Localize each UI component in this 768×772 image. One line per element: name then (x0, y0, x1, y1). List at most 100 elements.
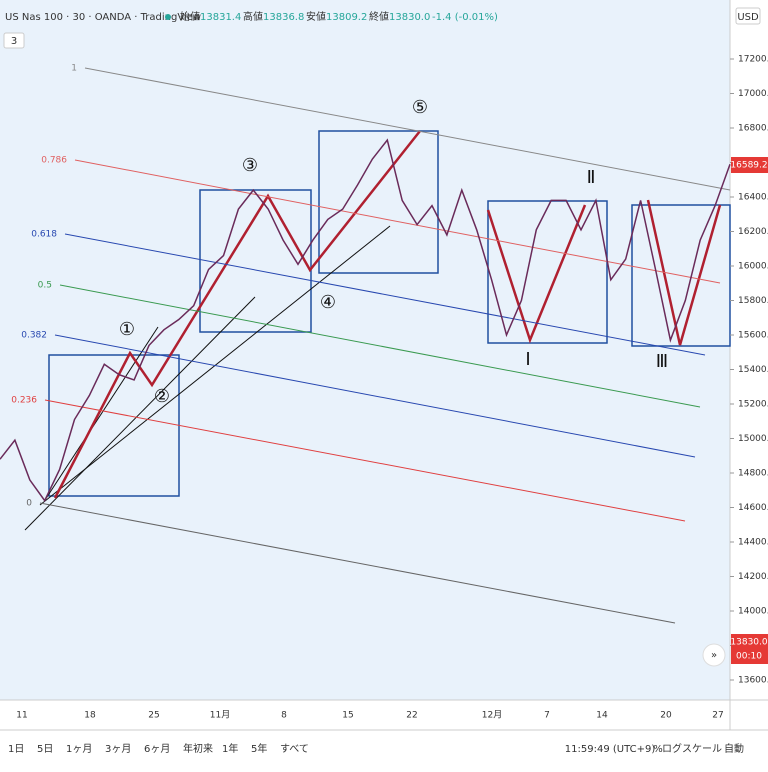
countdown-bg (731, 648, 768, 664)
fib-line (54, 334, 696, 458)
fib-line (44, 399, 686, 522)
x-tick-label: 27 (712, 711, 723, 721)
range-button[interactable]: 年初来 (183, 742, 213, 755)
percent-toggle[interactable]: % (653, 744, 663, 755)
y-tick-label: 16400.0 (738, 193, 768, 203)
fib-label: 0.382 (21, 331, 47, 341)
x-tick-label: 15 (342, 711, 353, 721)
fib-lines: 1 0.786 0.618 0.5 0.382 0.236 0 (11, 64, 731, 624)
fib-label: 1 (71, 64, 77, 74)
price-axis: 17200.017000.016800.016600.016400.016200… (730, 55, 768, 686)
x-tick-label: 18 (84, 711, 96, 721)
ohlc-label: 始値 (180, 10, 200, 23)
y-tick-label: 16000.0 (738, 262, 768, 272)
y-tick-label: 17200.0 (738, 55, 768, 65)
range-button[interactable]: すべて (280, 743, 309, 755)
range-button[interactable]: 5年 (251, 742, 267, 755)
range-button[interactable]: 3ヶ月 (105, 743, 131, 755)
ohlc-change: -1.4 (-0.01%) (432, 12, 498, 23)
x-tick-label: 14 (596, 711, 608, 721)
y-tick-label: 15200.0 (738, 400, 768, 410)
countdown: 00:10 (736, 652, 762, 662)
trend-line (24, 296, 256, 531)
fib-line (39, 502, 676, 624)
ohlc-label: 高値 (243, 10, 263, 23)
scroll-icon: » (711, 650, 717, 661)
x-tick-label: 12月 (482, 710, 502, 721)
range-button[interactable]: 1ヶ月 (66, 743, 92, 755)
trend-line (44, 326, 159, 501)
footer: 1日 5日 1ヶ月 3ヶ月 6ヶ月 年初来 1年 5年 すべて (8, 742, 309, 755)
fib-label: 0.786 (41, 156, 67, 166)
wave-label: ② (154, 386, 170, 407)
range-button[interactable]: 6ヶ月 (144, 743, 170, 755)
last-price: 16589.2 (730, 161, 767, 171)
ohlc-label: 終値 (369, 10, 389, 23)
wave-label: ① (119, 319, 135, 340)
y-tick-label: 15600.0 (738, 331, 768, 341)
x-tick-label: 11月 (210, 710, 230, 721)
ohlc-value: 13831.4 (200, 12, 241, 23)
y-tick-label: 16800.0 (738, 124, 768, 134)
x-tick-label: 25 (148, 711, 159, 721)
fib-line (59, 284, 701, 408)
wave-label: Ⅲ (656, 351, 668, 372)
y-tick-label: 14200.0 (738, 572, 768, 582)
status-dot (165, 14, 171, 20)
range-button[interactable]: 5日 (37, 744, 53, 755)
box (199, 189, 312, 333)
scroll-button[interactable] (702, 643, 726, 667)
fib-line (84, 67, 731, 191)
wave-arrows (53, 130, 722, 499)
y-tick-label: 13600.0 (738, 676, 768, 686)
indicator-count: 3 (11, 36, 17, 47)
ohlc-label: 安値 (306, 10, 326, 23)
y-tick-label: 15000.0 (738, 434, 768, 444)
range-button[interactable]: 1日 (8, 744, 24, 755)
indicator-toggle[interactable] (3, 32, 25, 49)
x-tick-label: 7 (544, 711, 550, 721)
wave-label: Ⅱ (587, 167, 596, 188)
range-button[interactable]: 1年 (222, 742, 238, 755)
log-toggle[interactable]: ログスケール (662, 742, 722, 755)
fib-label: 0.236 (11, 396, 37, 406)
x-tick-label: 20 (660, 711, 672, 721)
fib-label: 0.618 (31, 230, 57, 240)
arrow (53, 130, 421, 499)
box (631, 204, 731, 347)
x-tick-label: 11 (16, 711, 27, 721)
current-price-bg (731, 634, 768, 650)
ohlc-value: 13836.8 (263, 12, 304, 23)
y-tick-label: 15800.0 (738, 296, 768, 306)
wave-label: ④ (320, 292, 336, 313)
y-tick-label: 14000.0 (738, 607, 768, 617)
x-tick-label: 22 (406, 711, 417, 721)
wave-label: Ⅰ (525, 349, 530, 370)
x-tick-label: 8 (281, 711, 287, 721)
symbol: US Nas 100 · 30 · OANDA · TradingView (5, 12, 201, 23)
wave-label: ③ (242, 155, 258, 176)
auto-toggle[interactable]: 自動 (724, 742, 744, 755)
fib-label: 0.5 (38, 281, 52, 291)
y-tick-label: 16200.0 (738, 227, 768, 237)
fib-line (74, 159, 721, 284)
arrow (486, 204, 587, 344)
wave-label: ⑤ (412, 97, 428, 118)
time-axis: 11 18 25 11月 8 15 22 12月 7 14 20 27 (16, 710, 723, 721)
clock: 11:59:49 (UTC+9) (565, 744, 656, 755)
y-tick-label: 14400.0 (738, 538, 768, 548)
box (487, 200, 608, 344)
fib-label: 0 (26, 499, 32, 509)
y-tick-label: 14800.0 (738, 469, 768, 479)
ohlc-value: 13809.2 (326, 12, 367, 23)
chart-area (0, 0, 730, 700)
current-price: 13830.0 (730, 638, 767, 648)
plot: ① ② ③ ④ ⑤ Ⅰ Ⅱ Ⅲ (0, 97, 731, 503)
fib-line (64, 233, 706, 356)
currency-button[interactable] (735, 7, 761, 25)
last-price-bg (731, 157, 768, 173)
y-tick-label: 15400.0 (738, 365, 768, 375)
box (318, 130, 439, 274)
y-tick-label: 17000.0 (738, 89, 768, 99)
arrow (646, 199, 722, 346)
